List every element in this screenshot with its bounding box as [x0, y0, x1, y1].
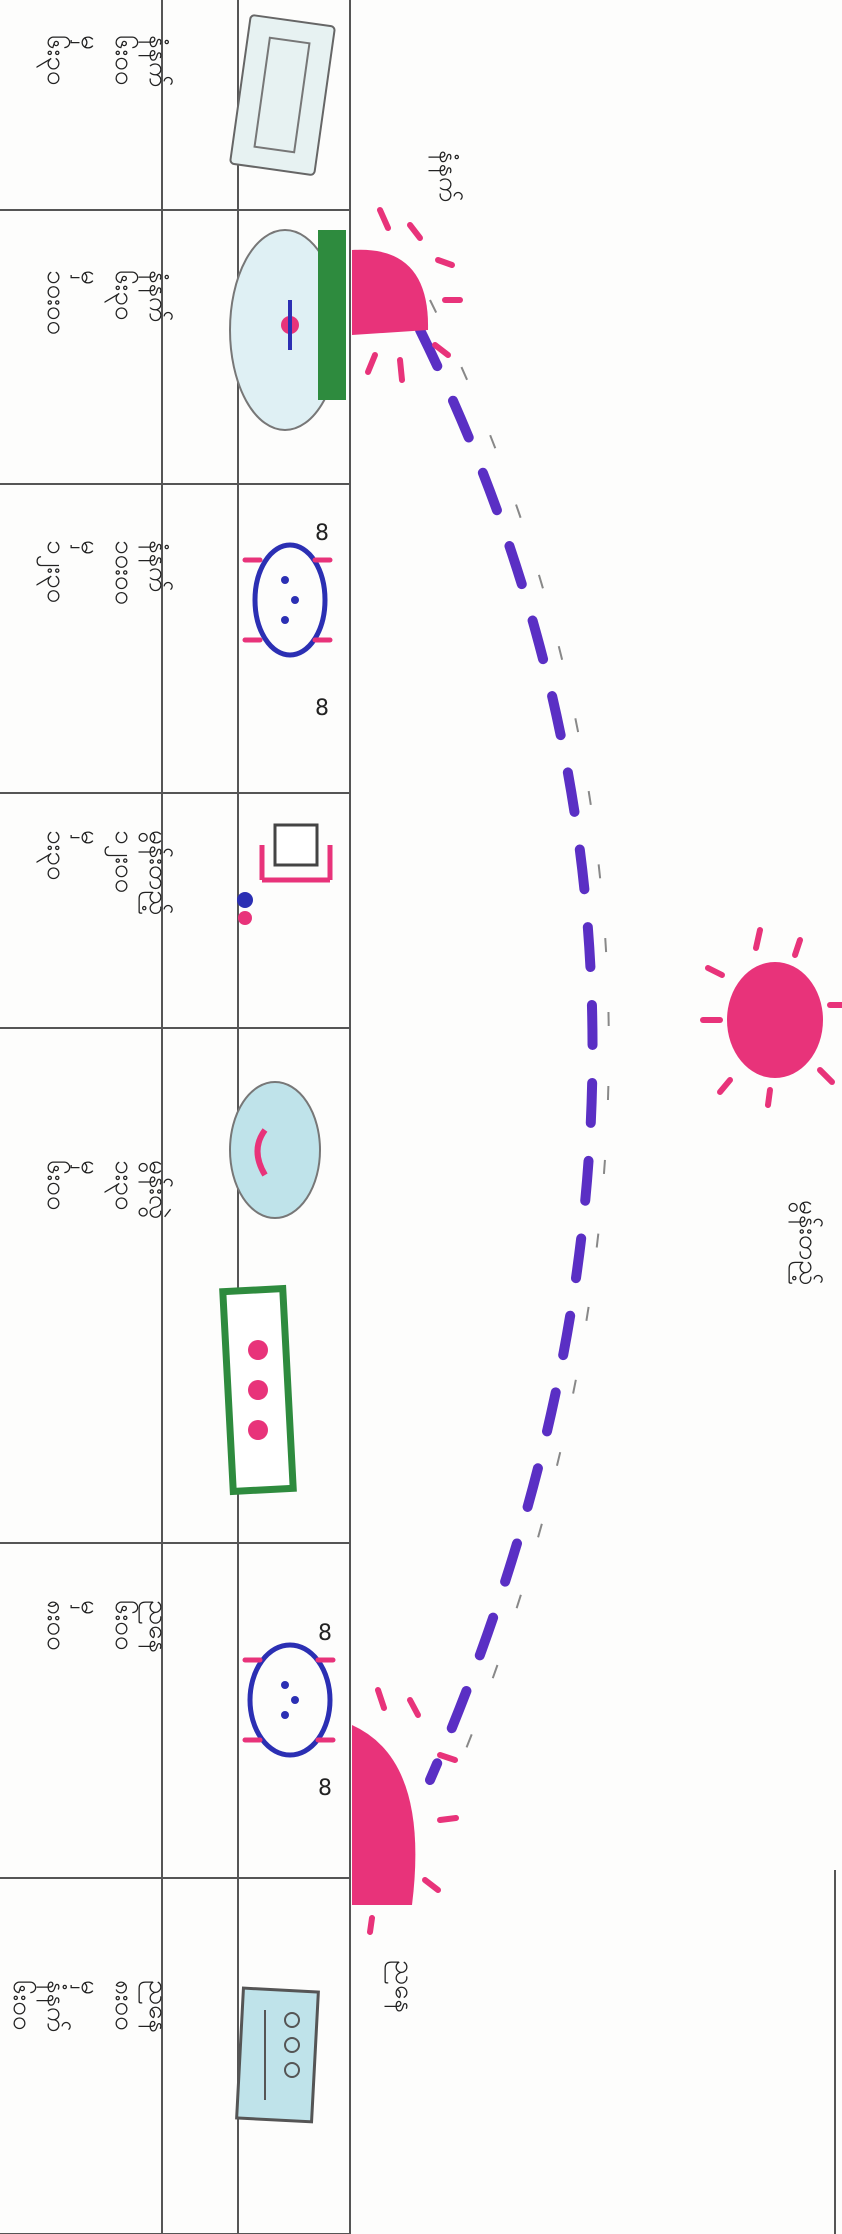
svg-text:8: 8 — [315, 521, 329, 546]
family-at-table-picture: 8 8 — [242, 521, 333, 721]
sunset-label: ညနေ — [384, 1960, 419, 2013]
period-time-line: နံနက် — [36, 1980, 72, 2033]
sun-path-arc — [415, 325, 598, 1785]
glass-of-water-picture — [229, 14, 336, 176]
period-time-line: ၈း၀၀ — [109, 1980, 139, 2031]
period-cell: မွန်းတည့်၁၂း၀၀မှ၁း၃၀ — [36, 830, 174, 915]
noon-label: မွန်းတည့် — [788, 1200, 824, 1285]
period-time-line: ၆း၀၀ — [109, 35, 141, 86]
period-label: ညနေ — [138, 1980, 173, 2033]
period-cell: နံနက်၆း၃၀မှ၁၀း၀၀ — [41, 270, 174, 335]
period-time-line: ၁၀း၀၀ — [109, 540, 139, 605]
period-cell: ညနေ၈း၀၀ မှနံနက်၆း၀၀ — [7, 1980, 173, 2033]
period-label: နံနက် — [138, 35, 174, 88]
period-cell: နံနက်၁၀း၀၀ မှ၁၂း၃၀ — [36, 540, 174, 605]
sunrise-sun — [352, 207, 463, 383]
period-time-line: ၆း၀၀ — [7, 1980, 39, 2031]
period-time-line: မှ — [70, 1160, 105, 1175]
period-cell: နံနက်၆း၀၀ မှ၆း၃၀ — [36, 35, 174, 88]
period-time-line: ၆း၃၀ — [104, 270, 141, 321]
period-time-line: ၁၀း၀၀ — [41, 270, 71, 335]
time-columns: နံနက်၆း၀၀မှ၆း၃၀နံနက်၆း၃၀မှ၁၀း၀၀နံနက်၁၀း၀… — [7, 35, 174, 2033]
period-cell: ညနေ၆း၀၀ မှ၈း၀၀ — [41, 1600, 173, 1653]
sleeping-picture — [235, 1986, 320, 2124]
svg-text:8: 8 — [315, 696, 329, 721]
period-time-line: ၆း၀၀ — [41, 1160, 73, 1211]
svg-text:8: 8 — [318, 1621, 332, 1646]
dinner-table-picture: 8 8 — [242, 1621, 336, 1801]
period-label: နံနက် — [138, 540, 174, 593]
period-time-line: မှ — [70, 270, 105, 285]
period-time-line: ၁၂း၀၀ — [104, 830, 139, 894]
period-time-line: မှ — [70, 540, 105, 555]
rest-and-play-picture — [219, 1081, 321, 1496]
period-label: ညနေ — [138, 1600, 173, 1653]
period-time-line: ၈း၀၀ — [41, 1600, 71, 1651]
student-at-desk-picture — [237, 823, 333, 925]
period-time-line: ၆း၃၀ — [36, 35, 73, 86]
period-time-line: ၁၂း၃၀ — [36, 540, 71, 604]
period-label: နံနက် — [138, 270, 174, 323]
period-time-line: ၁း၃၀ — [104, 1160, 139, 1211]
period-time-line: ၁း၃၀ — [36, 830, 71, 881]
period-time-line: မှ — [70, 1980, 105, 1995]
sunset-sun — [352, 1687, 459, 1935]
period-cell: မွန်းလွဲ၁း၃၀မှ၆း၀၀ — [41, 1160, 174, 1219]
period-label: မွန်းတည့် — [138, 830, 174, 915]
period-time-line: ၆း၀၀ — [109, 1600, 141, 1651]
noon-sun — [700, 927, 842, 1108]
sunrise-label: နံနက် — [428, 150, 464, 203]
breakfast-table-picture — [229, 229, 346, 431]
svg-text:8: 8 — [318, 1776, 332, 1801]
period-time-line: မှ — [70, 1600, 105, 1615]
period-label: မွန်းလွဲ — [138, 1160, 174, 1219]
period-time-line: မှ — [70, 35, 105, 50]
period-time-line: မှ — [70, 830, 105, 845]
sun-path-pencil — [429, 299, 610, 1801]
